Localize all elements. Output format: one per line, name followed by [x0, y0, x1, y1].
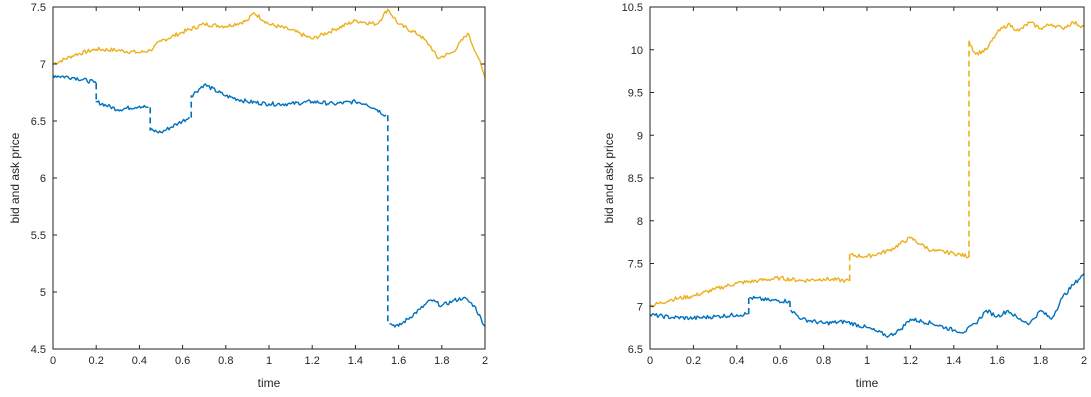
series-1-line	[149, 116, 190, 134]
x-tick-label: 1	[266, 355, 272, 367]
y-tick-label: 7.5	[31, 2, 46, 14]
y-axis-title: bid and ask price	[8, 132, 22, 223]
x-tick-label: 0	[647, 355, 653, 367]
series-1-line	[749, 295, 790, 304]
y-ticks: 4.5 5 5.5 6 6.5 7 7.5	[31, 2, 485, 356]
x-tick-label: 0.6	[175, 355, 190, 367]
x-tick-label: 1.8	[1033, 355, 1048, 367]
right-plot: 0 0.2 0.4 0.6 0.8 1 1.2 1.4 1.6 1.8 2 6.5 7 7.5 8 8.5 9…	[602, 2, 1087, 390]
plot-area	[650, 7, 1084, 349]
x-axis-title: time	[258, 376, 281, 390]
y-tick-label: 7	[637, 301, 643, 313]
x-tick-label: 0	[50, 355, 56, 367]
x-tick-label: 0.8	[218, 355, 233, 367]
series-layer	[52, 8, 486, 328]
series-0-line	[649, 275, 851, 308]
y-tick-label: 6.5	[628, 344, 643, 356]
x-tick-label: 0.2	[89, 355, 104, 367]
series-layer	[649, 20, 1085, 338]
x-tick-label: 2	[1081, 355, 1087, 367]
y-tick-label: 8.5	[628, 173, 643, 185]
x-tick-label: 1.2	[903, 355, 918, 367]
series-1-line	[790, 273, 1085, 338]
left-plot: 0 0.2 0.4 0.6 0.8 1 1.2 1.4 1.6 1.8 2 4.5 5 5.5 6 6.5 7…	[8, 2, 488, 390]
x-tick-label: 1	[864, 355, 870, 367]
series-1-line	[389, 296, 486, 328]
y-tick-label: 5.5	[31, 230, 46, 242]
y-tick-label: 8	[637, 216, 643, 228]
series-1-line	[52, 74, 97, 85]
x-tick-label: 1.4	[348, 355, 363, 367]
y-tick-label: 4.5	[31, 344, 46, 356]
y-tick-label: 10.5	[622, 2, 643, 14]
series-0-line	[848, 236, 970, 259]
x-tick-label: 2	[482, 355, 488, 367]
y-tick-label: 7	[40, 59, 46, 71]
series-1-line	[649, 312, 749, 321]
y-ticks: 6.5 7 7.5 8 8.5 9 9.5 10 10.5	[622, 2, 1084, 356]
series-1-line	[95, 100, 149, 112]
x-tick-label: 1.4	[946, 355, 961, 367]
x-tick-label: 1.6	[990, 355, 1005, 367]
plot-area	[53, 7, 485, 349]
series-0-line	[968, 20, 1085, 56]
y-tick-label: 6.5	[31, 116, 46, 128]
series-0-line	[52, 8, 486, 79]
x-tick-label: 0.4	[132, 355, 147, 367]
x-tick-label: 0.6	[773, 355, 788, 367]
x-tick-label: 1.6	[391, 355, 406, 367]
x-ticks: 0 0.2 0.4 0.6 0.8 1 1.2 1.4 1.6 1.8 2	[50, 7, 488, 367]
x-tick-label: 0.2	[686, 355, 701, 367]
x-tick-label: 1.2	[305, 355, 320, 367]
y-axis-title: bid and ask price	[602, 132, 616, 223]
x-tick-label: 0.4	[729, 355, 744, 367]
x-ticks: 0 0.2 0.4 0.6 0.8 1 1.2 1.4 1.6 1.8 2	[647, 7, 1087, 367]
series-1-line	[190, 83, 387, 117]
y-tick-label: 7.5	[628, 259, 643, 271]
x-tick-label: 1.8	[434, 355, 449, 367]
y-tick-label: 6	[40, 173, 46, 185]
y-tick-label: 9	[637, 130, 643, 142]
y-tick-label: 9.5	[628, 88, 643, 100]
y-tick-label: 5	[40, 287, 46, 299]
x-tick-label: 0.8	[816, 355, 831, 367]
y-tick-label: 10	[631, 45, 643, 57]
x-axis-title: time	[856, 376, 879, 390]
